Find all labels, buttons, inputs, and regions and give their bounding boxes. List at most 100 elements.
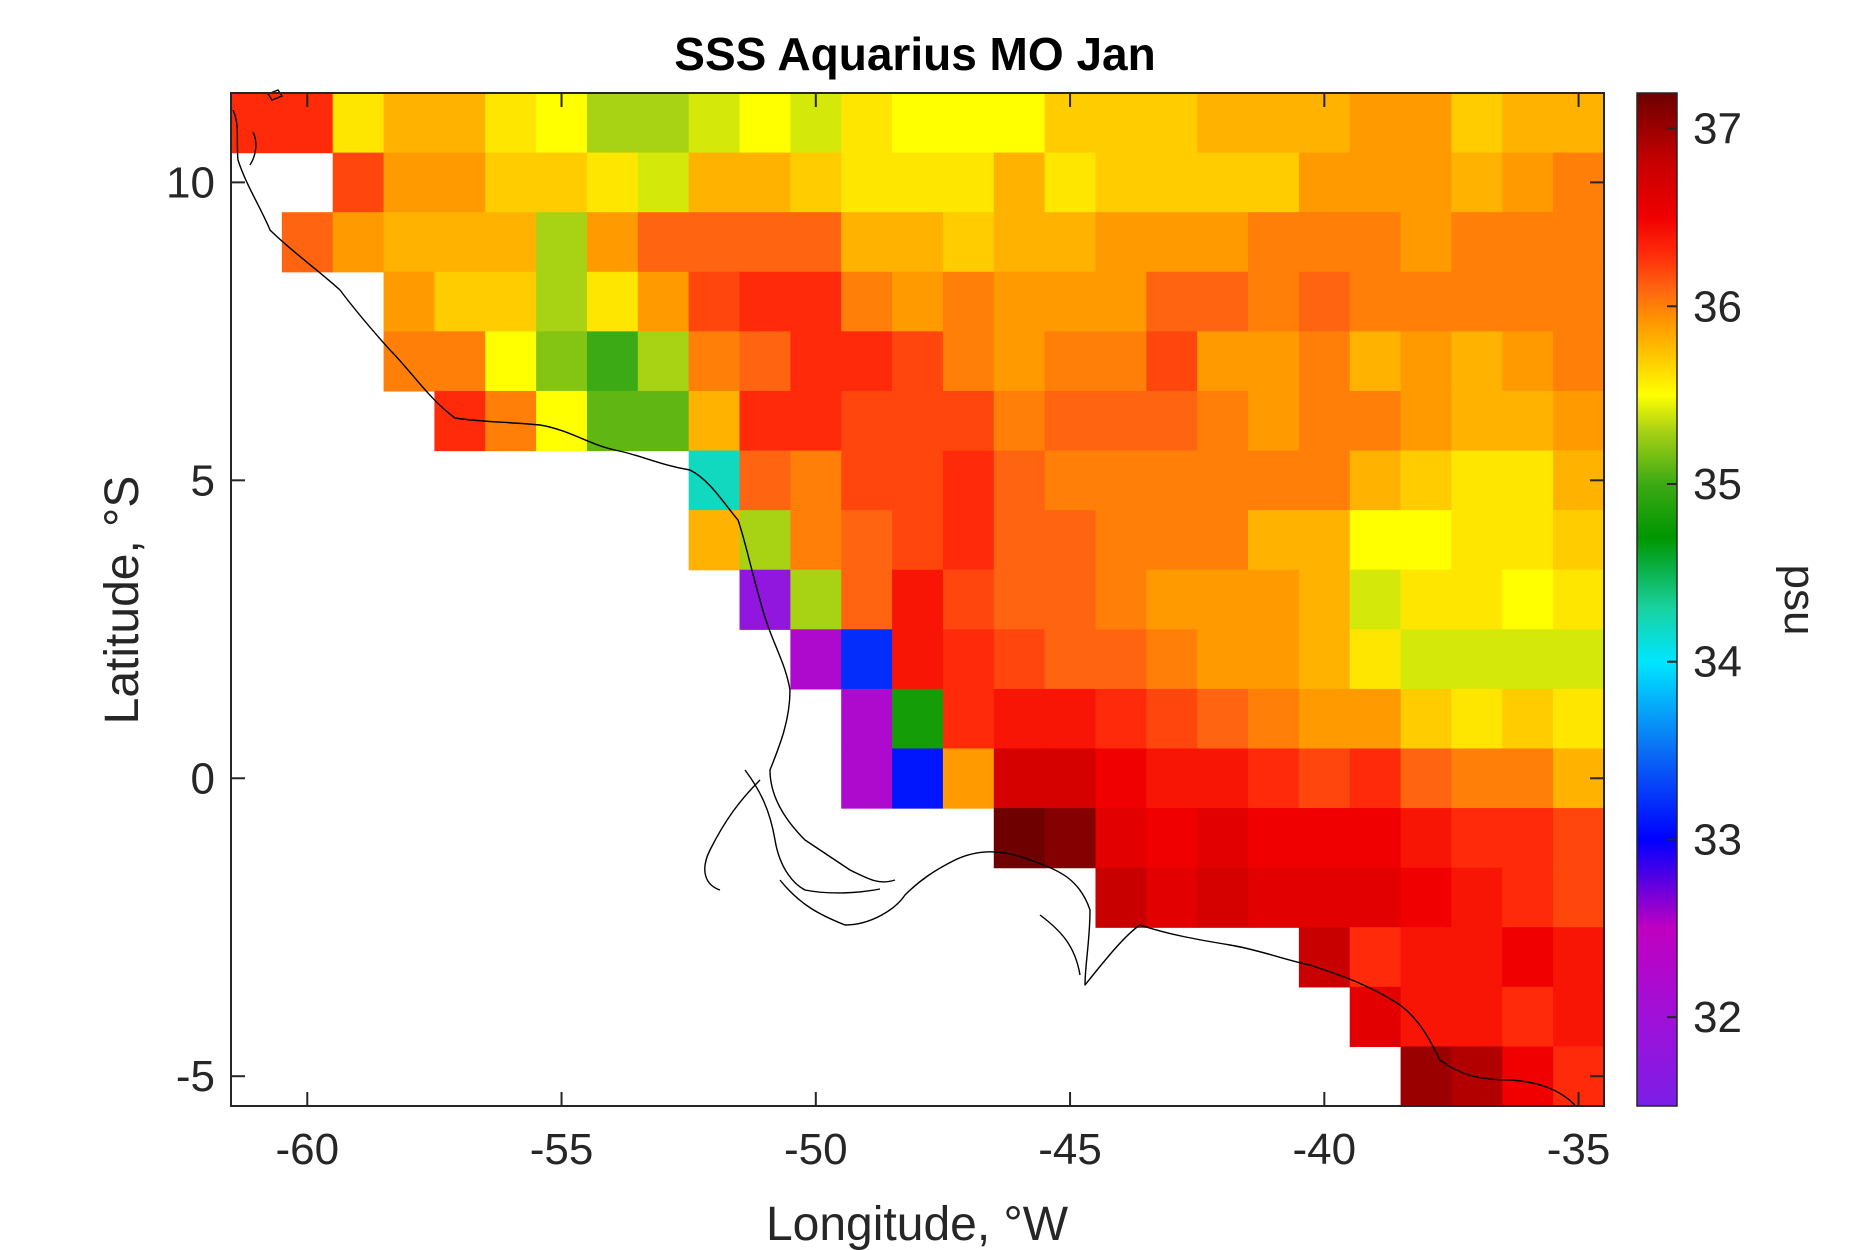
heatmap-cell [993, 390, 1046, 452]
heatmap-cell [1502, 569, 1554, 630]
heatmap-cell [892, 748, 944, 809]
heatmap-cell [1248, 331, 1300, 392]
heatmap-cell [892, 152, 944, 213]
heatmap-cell [739, 152, 791, 213]
heatmap-cell [1298, 271, 1351, 332]
heatmap-cell [1502, 867, 1554, 928]
heatmap-cell [942, 510, 995, 571]
x-tick-label: -40 [1293, 1125, 1357, 1174]
heatmap-cell [536, 212, 588, 273]
heatmap-cell [1451, 271, 1503, 332]
heatmap-cell [688, 271, 741, 332]
heatmap-cell [1095, 93, 1147, 154]
heatmap-cell [1502, 450, 1554, 511]
heatmap-cell [1553, 331, 1605, 392]
heatmap-cell [739, 390, 791, 452]
heatmap-cell [1400, 93, 1453, 154]
heatmap-cell [1553, 808, 1605, 869]
chart-title: SSS Aquarius MO Jan [674, 28, 1155, 80]
heatmap-cell [332, 212, 385, 273]
colorbar-tick-label: 34 [1693, 638, 1742, 687]
heatmap-cell [739, 93, 791, 154]
heatmap-cell [892, 569, 944, 630]
heatmap-cell [1197, 629, 1249, 690]
y-axis-label: Latitude, °S [96, 476, 149, 725]
heatmap-cell [688, 450, 741, 511]
heatmap-cell [1349, 93, 1402, 154]
heatmap-cell [1044, 629, 1097, 690]
heatmap-cell [790, 271, 842, 332]
heatmap-cell [1451, 152, 1503, 213]
heatmap-cell [536, 271, 588, 332]
heatmap-cell [1349, 569, 1402, 630]
heatmap-cell [688, 93, 741, 154]
heatmap-cell [841, 271, 893, 332]
heatmap-cell [739, 331, 791, 392]
heatmap-cell [1349, 152, 1402, 213]
heatmap-cell [790, 629, 842, 690]
heatmap-cell [1502, 212, 1554, 273]
heatmap-cell [1095, 450, 1147, 511]
heatmap-cell [1248, 390, 1300, 452]
heatmap-cell [1502, 748, 1554, 809]
heatmap-cell [1553, 271, 1605, 332]
heatmap-cell [1400, 271, 1453, 332]
colorbar-tick-label: 35 [1693, 460, 1742, 509]
heatmap-cell [1349, 927, 1402, 988]
heatmap-cell [485, 212, 537, 273]
heatmap-cell [1451, 629, 1503, 690]
heatmap-cell [942, 390, 995, 452]
heatmap-cell [1044, 688, 1097, 750]
heatmap-cell [1248, 867, 1300, 928]
heatmap-cell [1451, 510, 1503, 571]
heatmap-cell [1095, 510, 1147, 571]
heatmap-cell [841, 390, 893, 452]
x-tick-label: -50 [784, 1125, 848, 1174]
heatmap-cell [1553, 212, 1605, 273]
heatmap-cell [841, 152, 893, 213]
heatmap-cell [1451, 927, 1503, 988]
heatmap-cell [1197, 450, 1249, 511]
heatmap-cell [942, 212, 995, 273]
heatmap-cell [942, 152, 995, 213]
heatmap-cell [1146, 152, 1198, 213]
heatmap-cell [1146, 212, 1198, 273]
heatmap-cell [841, 93, 893, 154]
heatmap-cell [1146, 808, 1198, 869]
heatmap-cell [1298, 808, 1351, 869]
heatmap-cell [993, 152, 1046, 213]
heatmap-cell [1095, 748, 1147, 809]
heatmap-cell [1044, 510, 1097, 571]
heatmap-cell [1197, 271, 1249, 332]
colorbar-ticks: 32 33 34 35 36 37 [1667, 105, 1742, 1042]
heatmap-cell [1400, 212, 1453, 273]
heatmap-cell [1502, 986, 1554, 1048]
heatmap-cell [892, 629, 944, 690]
y-tick-label: 0 [191, 754, 215, 803]
heatmap-cell [1197, 688, 1249, 750]
heatmap-cell [1146, 867, 1198, 928]
heatmap-cell [383, 93, 436, 154]
heatmap-cell [1197, 808, 1249, 869]
heatmap-cell [790, 390, 842, 452]
heatmap-cell [1298, 569, 1351, 630]
heatmap-cell [993, 569, 1046, 630]
heatmap-cell [1044, 748, 1097, 809]
heatmap-cell [739, 510, 791, 571]
heatmap-cell [1553, 510, 1605, 571]
heatmap-cell [739, 450, 791, 511]
heatmap-cell [841, 510, 893, 571]
heatmap-cell [1044, 808, 1097, 869]
heatmap-cell [1400, 390, 1453, 452]
heatmap-cell [637, 271, 690, 332]
heatmap-cell [1197, 152, 1249, 213]
heatmap-cell [1502, 93, 1554, 154]
heatmap-cell [1400, 510, 1453, 571]
heatmap-cell [485, 152, 537, 213]
heatmap-cell [586, 390, 639, 452]
heatmap-cell [1248, 510, 1300, 571]
heatmap-cell [1298, 331, 1351, 392]
heatmap-cell [1146, 688, 1198, 750]
heatmap-cell [1349, 867, 1402, 928]
